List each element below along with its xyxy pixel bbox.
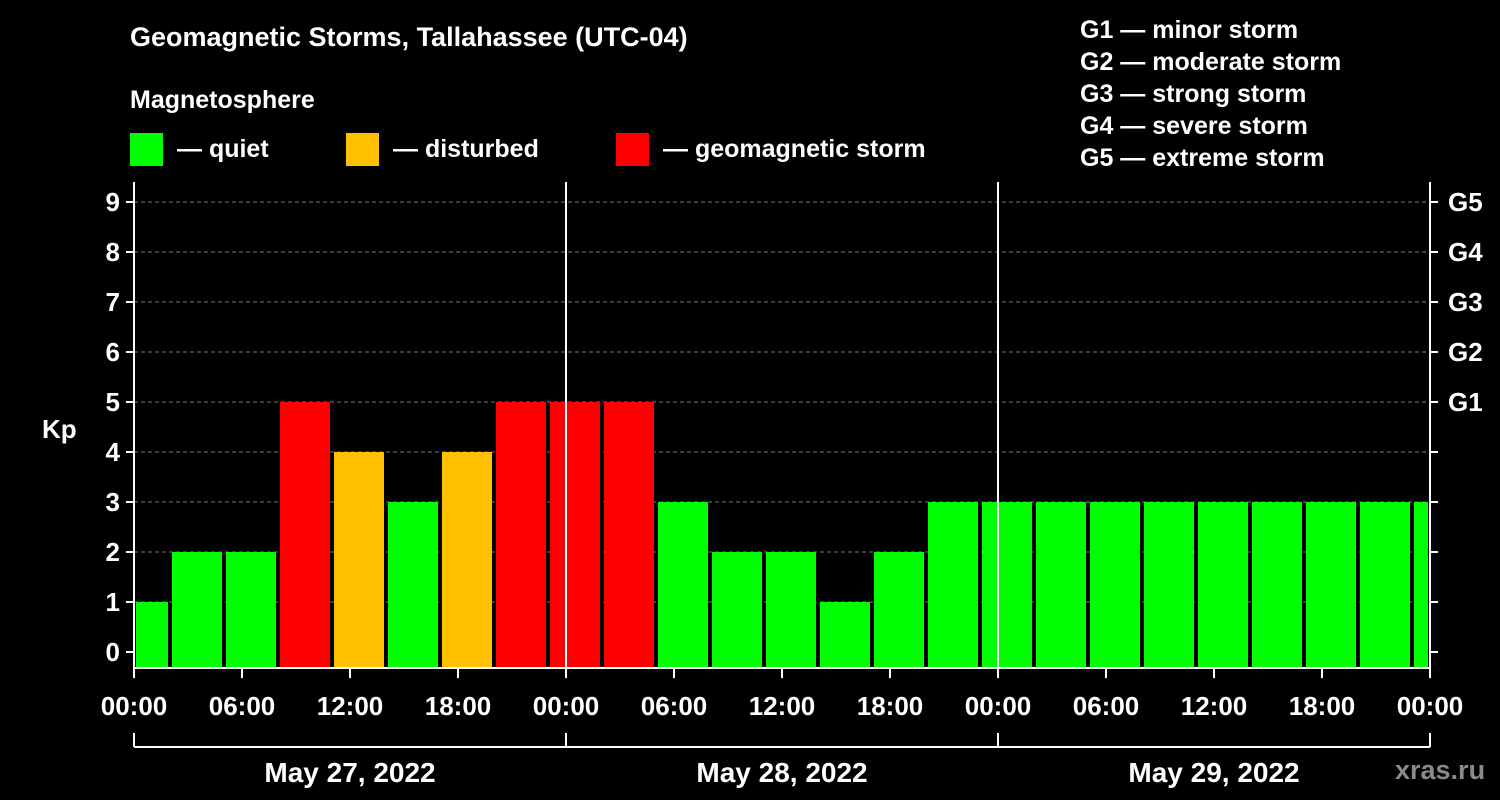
legend-item-disturbed: — disturbed — [346, 133, 539, 166]
bar-1 — [172, 552, 222, 668]
legend-item-storm: — geomagnetic storm — [616, 133, 926, 166]
xtick-label-3: 18:00 — [425, 691, 492, 721]
storm-scale-g1: G1 — minor storm — [1080, 16, 1299, 44]
ytick-label-1: 1 — [106, 587, 120, 617]
bar-5 — [388, 502, 438, 668]
storm-scale-legend: G1 — minor storm G2 — moderate storm G3 … — [1080, 14, 1341, 174]
ytick-label-5: 5 — [106, 387, 120, 417]
bar-0 — [136, 602, 168, 668]
day-label-0: May 27, 2022 — [264, 757, 435, 788]
chart-title: Geomagnetic Storms, Tallahassee (UTC-04) — [130, 22, 688, 52]
bar-24 — [1414, 502, 1428, 668]
xtick-label-7: 18:00 — [857, 691, 924, 721]
right-label-G3: G3 — [1448, 287, 1483, 317]
bar-21 — [1252, 502, 1302, 668]
ytick-label-9: 9 — [106, 187, 120, 217]
right-label-G5: G5 — [1448, 187, 1483, 217]
xtick-label-10: 12:00 — [1181, 691, 1248, 721]
bar-12 — [766, 552, 816, 668]
ytick-label-6: 6 — [106, 337, 120, 367]
xtick-label-2: 12:00 — [317, 691, 384, 721]
watermark: xras.ru — [1395, 755, 1486, 785]
bar-3 — [280, 402, 330, 668]
bar-13 — [820, 602, 870, 668]
bar-18 — [1090, 502, 1140, 668]
xtick-label-5: 06:00 — [641, 691, 708, 721]
legend-item-quiet: — quiet — [130, 133, 269, 166]
bar-2 — [226, 552, 276, 668]
xtick-label-9: 06:00 — [1073, 691, 1140, 721]
bar-16 — [982, 502, 1032, 668]
xtick-label-11: 18:00 — [1289, 691, 1356, 721]
disturbed-swatch — [346, 133, 379, 166]
bar-11 — [712, 552, 762, 668]
right-label-G1: G1 — [1448, 387, 1483, 417]
legend-title: Magnetosphere — [130, 86, 315, 114]
ytick-label-8: 8 — [106, 237, 120, 267]
right-label-G4: G4 — [1448, 237, 1483, 267]
storm-swatch — [616, 133, 649, 166]
day-label-1: May 28, 2022 — [696, 757, 867, 788]
bar-10 — [658, 502, 708, 668]
y-axis-title: Kp — [42, 414, 77, 444]
bar-6 — [442, 452, 492, 668]
xtick-label-4: 00:00 — [533, 691, 600, 721]
bar-9 — [604, 402, 654, 668]
legend-label-storm: — geomagnetic storm — [663, 135, 926, 163]
bar-7 — [496, 402, 546, 668]
ytick-label-7: 7 — [106, 287, 120, 317]
legend-label-quiet: — quiet — [177, 135, 269, 163]
quiet-swatch — [130, 133, 163, 166]
bar-14 — [874, 552, 924, 668]
xtick-label-6: 12:00 — [749, 691, 816, 721]
storm-scale-g4: G4 — severe storm — [1080, 112, 1308, 140]
storm-scale-g2: G2 — moderate storm — [1080, 48, 1342, 76]
ytick-label-3: 3 — [106, 487, 120, 517]
legend-label-disturbed: — disturbed — [393, 135, 539, 163]
bar-15 — [928, 502, 978, 668]
xtick-label-12: 00:00 — [1397, 691, 1464, 721]
storm-scale-g5: G5 — extreme storm — [1080, 144, 1325, 172]
bar-4 — [334, 452, 384, 668]
bar-17 — [1036, 502, 1086, 668]
xtick-label-0: 00:00 — [101, 691, 168, 721]
bar-19 — [1144, 502, 1194, 668]
bar-23 — [1360, 502, 1410, 668]
xtick-label-1: 06:00 — [209, 691, 276, 721]
xtick-label-8: 00:00 — [965, 691, 1032, 721]
ytick-label-0: 0 — [106, 637, 120, 667]
bar-20 — [1198, 502, 1248, 668]
day-label-2: May 29, 2022 — [1128, 757, 1299, 788]
storm-scale-g3: G3 — strong storm — [1080, 80, 1307, 108]
ytick-label-2: 2 — [106, 537, 120, 567]
right-label-G2: G2 — [1448, 337, 1483, 367]
ytick-label-4: 4 — [106, 437, 121, 467]
bar-8 — [550, 402, 600, 668]
bar-22 — [1306, 502, 1356, 668]
